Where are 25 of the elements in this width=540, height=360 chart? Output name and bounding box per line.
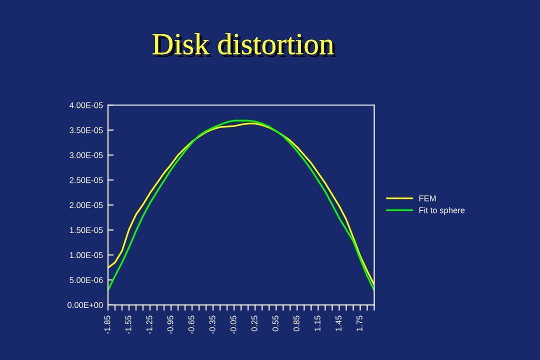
x-tick-label: 1.15	[314, 316, 320, 331]
x-tick-label: -0.95	[167, 316, 174, 334]
x-tick-label: -1.55	[125, 316, 132, 334]
y-tick-label: 3.00E-05	[70, 152, 103, 158]
x-tick-label: -0.65	[188, 316, 194, 334]
y-tick-label: 2.00E-05	[70, 202, 103, 208]
y-tick-label: 5.00E-06	[70, 277, 103, 284]
chart-title: Disk distortion	[152, 32, 337, 58]
x-tick-label: 1.75	[356, 316, 362, 331]
y-tick-label: 1.00E-05	[70, 252, 103, 258]
x-tick-label: 0.85	[293, 316, 300, 332]
x-tick-label: -1.85	[104, 316, 110, 334]
x-tick-label: 1.45	[336, 316, 342, 331]
y-tick-label: 0.00E+00	[68, 302, 103, 308]
y-tick-label: 2.50E-05	[70, 177, 103, 184]
legend-label: FEM	[419, 195, 436, 202]
x-tick-label: -1.25	[146, 316, 152, 334]
y-tick-label: 3.50E-05	[70, 127, 103, 134]
y-tick-label: 1.50E-05	[70, 227, 103, 234]
legend-label: Fit to sphere	[419, 207, 465, 215]
x-tick-label: 0.25	[251, 316, 258, 332]
x-tick-label: -0.05	[230, 316, 236, 334]
x-tick-label: 0.55	[272, 316, 278, 332]
x-tick-label: -0.35	[209, 316, 216, 334]
y-tick-label: 4.00E-05	[70, 102, 103, 108]
